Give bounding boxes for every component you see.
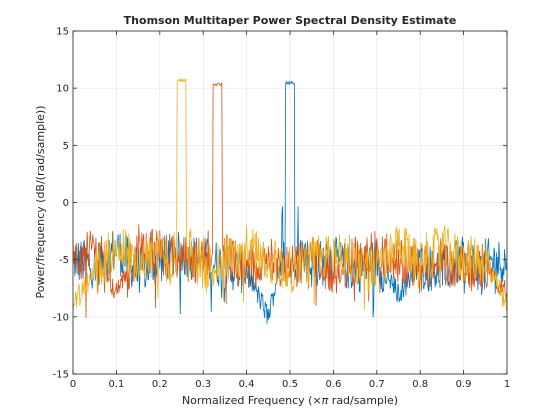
chart-title: Thomson Multitaper Power Spectral Densit… <box>124 14 457 27</box>
x-axis-label-symbol: ×π <box>312 394 328 407</box>
psd-series-line <box>73 77 507 313</box>
x-tick-label: 0.2 <box>152 379 168 390</box>
x-tick-label: 0.1 <box>108 379 124 390</box>
x-axis-label-suffix: rad/sample) <box>328 394 398 407</box>
x-tick-label: 0.8 <box>412 379 428 390</box>
psd-series-line <box>73 80 507 324</box>
x-tick-label: 0.6 <box>325 379 341 390</box>
y-tick-label: 5 <box>63 141 69 152</box>
x-tick-label: 0.4 <box>239 379 255 390</box>
x-tick-label: 0 <box>70 379 76 390</box>
y-tick-label: -5 <box>59 255 69 266</box>
axis-ticks: 0 0.1 0.2 0.3 0.4 0.5 0.6 0.7 0.8 0.9 1 -15 -10 -5 0 5 1… <box>53 27 511 391</box>
x-tick-label: 1 <box>504 379 510 390</box>
series-layer <box>73 77 507 324</box>
x-tick-label: 0.3 <box>195 379 211 390</box>
y-tick-label: 15 <box>56 27 69 38</box>
x-tick-label: 0.9 <box>456 379 472 390</box>
y-axis-label: Power/frequency (dB/(rad/sample)) <box>34 106 47 299</box>
x-tick-label: 0.5 <box>282 379 298 390</box>
x-tick-label: 0.7 <box>369 379 385 390</box>
y-tick-label: 10 <box>56 84 69 95</box>
y-tick-label: -15 <box>53 370 69 381</box>
y-tick-label: -10 <box>53 312 69 323</box>
x-axis-label: Normalized Frequency (×π rad/sample) <box>182 394 398 407</box>
y-tick-label: 0 <box>63 198 69 209</box>
x-axis-label-prefix: Normalized Frequency ( <box>182 394 313 407</box>
